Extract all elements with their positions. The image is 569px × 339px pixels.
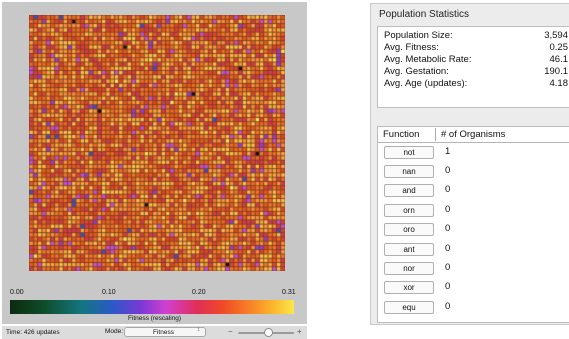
stat-value: 4.18 bbox=[549, 78, 569, 89]
stat-row-population-size: Population Size: 3,594 bbox=[384, 30, 568, 42]
function-row-oro: oro 0 bbox=[378, 221, 569, 238]
organism-count: 0 bbox=[445, 184, 451, 195]
function-table: Function # of Organisms not 1 nan 0 and … bbox=[377, 126, 569, 323]
function-row-orn: orn 0 bbox=[378, 202, 569, 219]
stat-label: Avg. Gestation: bbox=[384, 66, 449, 77]
petri-dish-frame bbox=[2, 2, 307, 282]
updown-chevron-icon: ↕ bbox=[197, 327, 200, 333]
column-divider bbox=[435, 128, 436, 141]
organism-count: 0 bbox=[445, 204, 451, 215]
stat-row-avg-age: Avg. Age (updates): 4.18 bbox=[384, 78, 568, 90]
zoom-in-icon[interactable]: + bbox=[297, 327, 302, 336]
function-button-oro[interactable]: oro bbox=[384, 223, 434, 236]
function-button-ant[interactable]: ant bbox=[384, 243, 434, 256]
scale-tick-max: 0.31 bbox=[282, 289, 296, 296]
stat-label: Avg. Metabolic Rate: bbox=[384, 54, 472, 65]
function-row-nan: nan 0 bbox=[378, 163, 569, 180]
column-header-function[interactable]: Function bbox=[383, 129, 420, 140]
organism-count: 1 bbox=[445, 146, 451, 157]
stat-value: 0.25 bbox=[549, 42, 569, 53]
function-table-header: Function # of Organisms bbox=[378, 127, 569, 143]
zoom-out-icon[interactable]: − bbox=[228, 327, 233, 336]
function-row-not: not 1 bbox=[378, 144, 569, 161]
stat-value: 46.1 bbox=[549, 54, 569, 65]
scale-tick-min: 0.00 bbox=[10, 289, 24, 296]
function-button-orn[interactable]: orn bbox=[384, 204, 434, 217]
mode-select[interactable]: Fitness ↕ bbox=[124, 327, 206, 337]
organism-count: 0 bbox=[445, 301, 451, 312]
stat-label: Avg. Fitness: bbox=[384, 42, 439, 53]
world-map-panel: 0.00 0.10 0.20 0.31 Fitness (rescaling) … bbox=[0, 0, 307, 339]
function-button-xor[interactable]: xor bbox=[384, 281, 434, 294]
mode-select-value: Fitness bbox=[153, 328, 174, 336]
function-row-ant: ant 0 bbox=[378, 241, 569, 258]
time-readout: Time: 426 updates bbox=[6, 329, 60, 336]
function-button-and[interactable]: and bbox=[384, 184, 434, 197]
function-row-equ: equ 0 bbox=[378, 299, 569, 316]
map-status-bar: Time: 426 updates Mode: Fitness ↕ − + bbox=[2, 326, 307, 339]
function-row-xor: xor 0 bbox=[378, 279, 569, 296]
scale-tick-high: 0.20 bbox=[192, 289, 206, 296]
function-button-not[interactable]: not bbox=[384, 146, 434, 159]
organism-count: 0 bbox=[445, 223, 451, 234]
scale-label: Fitness (rescaling) bbox=[127, 315, 182, 322]
panel-title: Population Statistics bbox=[379, 9, 470, 20]
color-scale-legend: 0.00 0.10 0.20 0.31 Fitness (rescaling) bbox=[2, 282, 307, 324]
stat-row-avg-metabolic-rate: Avg. Metabolic Rate: 46.1 bbox=[384, 54, 568, 66]
stat-label: Population Size: bbox=[384, 30, 453, 41]
statistics-box: Population Size: 3,594 Avg. Fitness: 0.2… bbox=[377, 26, 569, 108]
organism-count: 0 bbox=[445, 281, 451, 292]
function-row-and: and 0 bbox=[378, 182, 569, 199]
color-gradient-bar bbox=[10, 300, 294, 314]
stat-label: Avg. Age (updates): bbox=[384, 78, 468, 89]
stat-value: 3,594 bbox=[544, 30, 568, 41]
column-header-organisms[interactable]: # of Organisms bbox=[441, 129, 506, 140]
zoom-slider-handle[interactable] bbox=[264, 328, 273, 337]
stat-row-avg-fitness: Avg. Fitness: 0.25 bbox=[384, 42, 568, 54]
organism-count: 0 bbox=[445, 262, 451, 273]
population-statistics-panel: Population Statistics Population Size: 3… bbox=[370, 3, 569, 325]
mode-label: Mode: bbox=[105, 328, 124, 335]
petri-dish-grid[interactable] bbox=[29, 15, 285, 271]
function-button-nor[interactable]: nor bbox=[384, 262, 434, 275]
function-button-nan[interactable]: nan bbox=[384, 165, 434, 178]
function-button-equ[interactable]: equ bbox=[384, 301, 434, 314]
organism-count: 0 bbox=[445, 243, 451, 254]
stat-row-avg-gestation: Avg. Gestation: 190.1 bbox=[384, 66, 568, 78]
function-row-nor: nor 0 bbox=[378, 260, 569, 277]
scale-tick-low: 0.10 bbox=[102, 289, 116, 296]
stat-value: 190.1 bbox=[544, 66, 568, 77]
organism-count: 0 bbox=[445, 165, 451, 176]
